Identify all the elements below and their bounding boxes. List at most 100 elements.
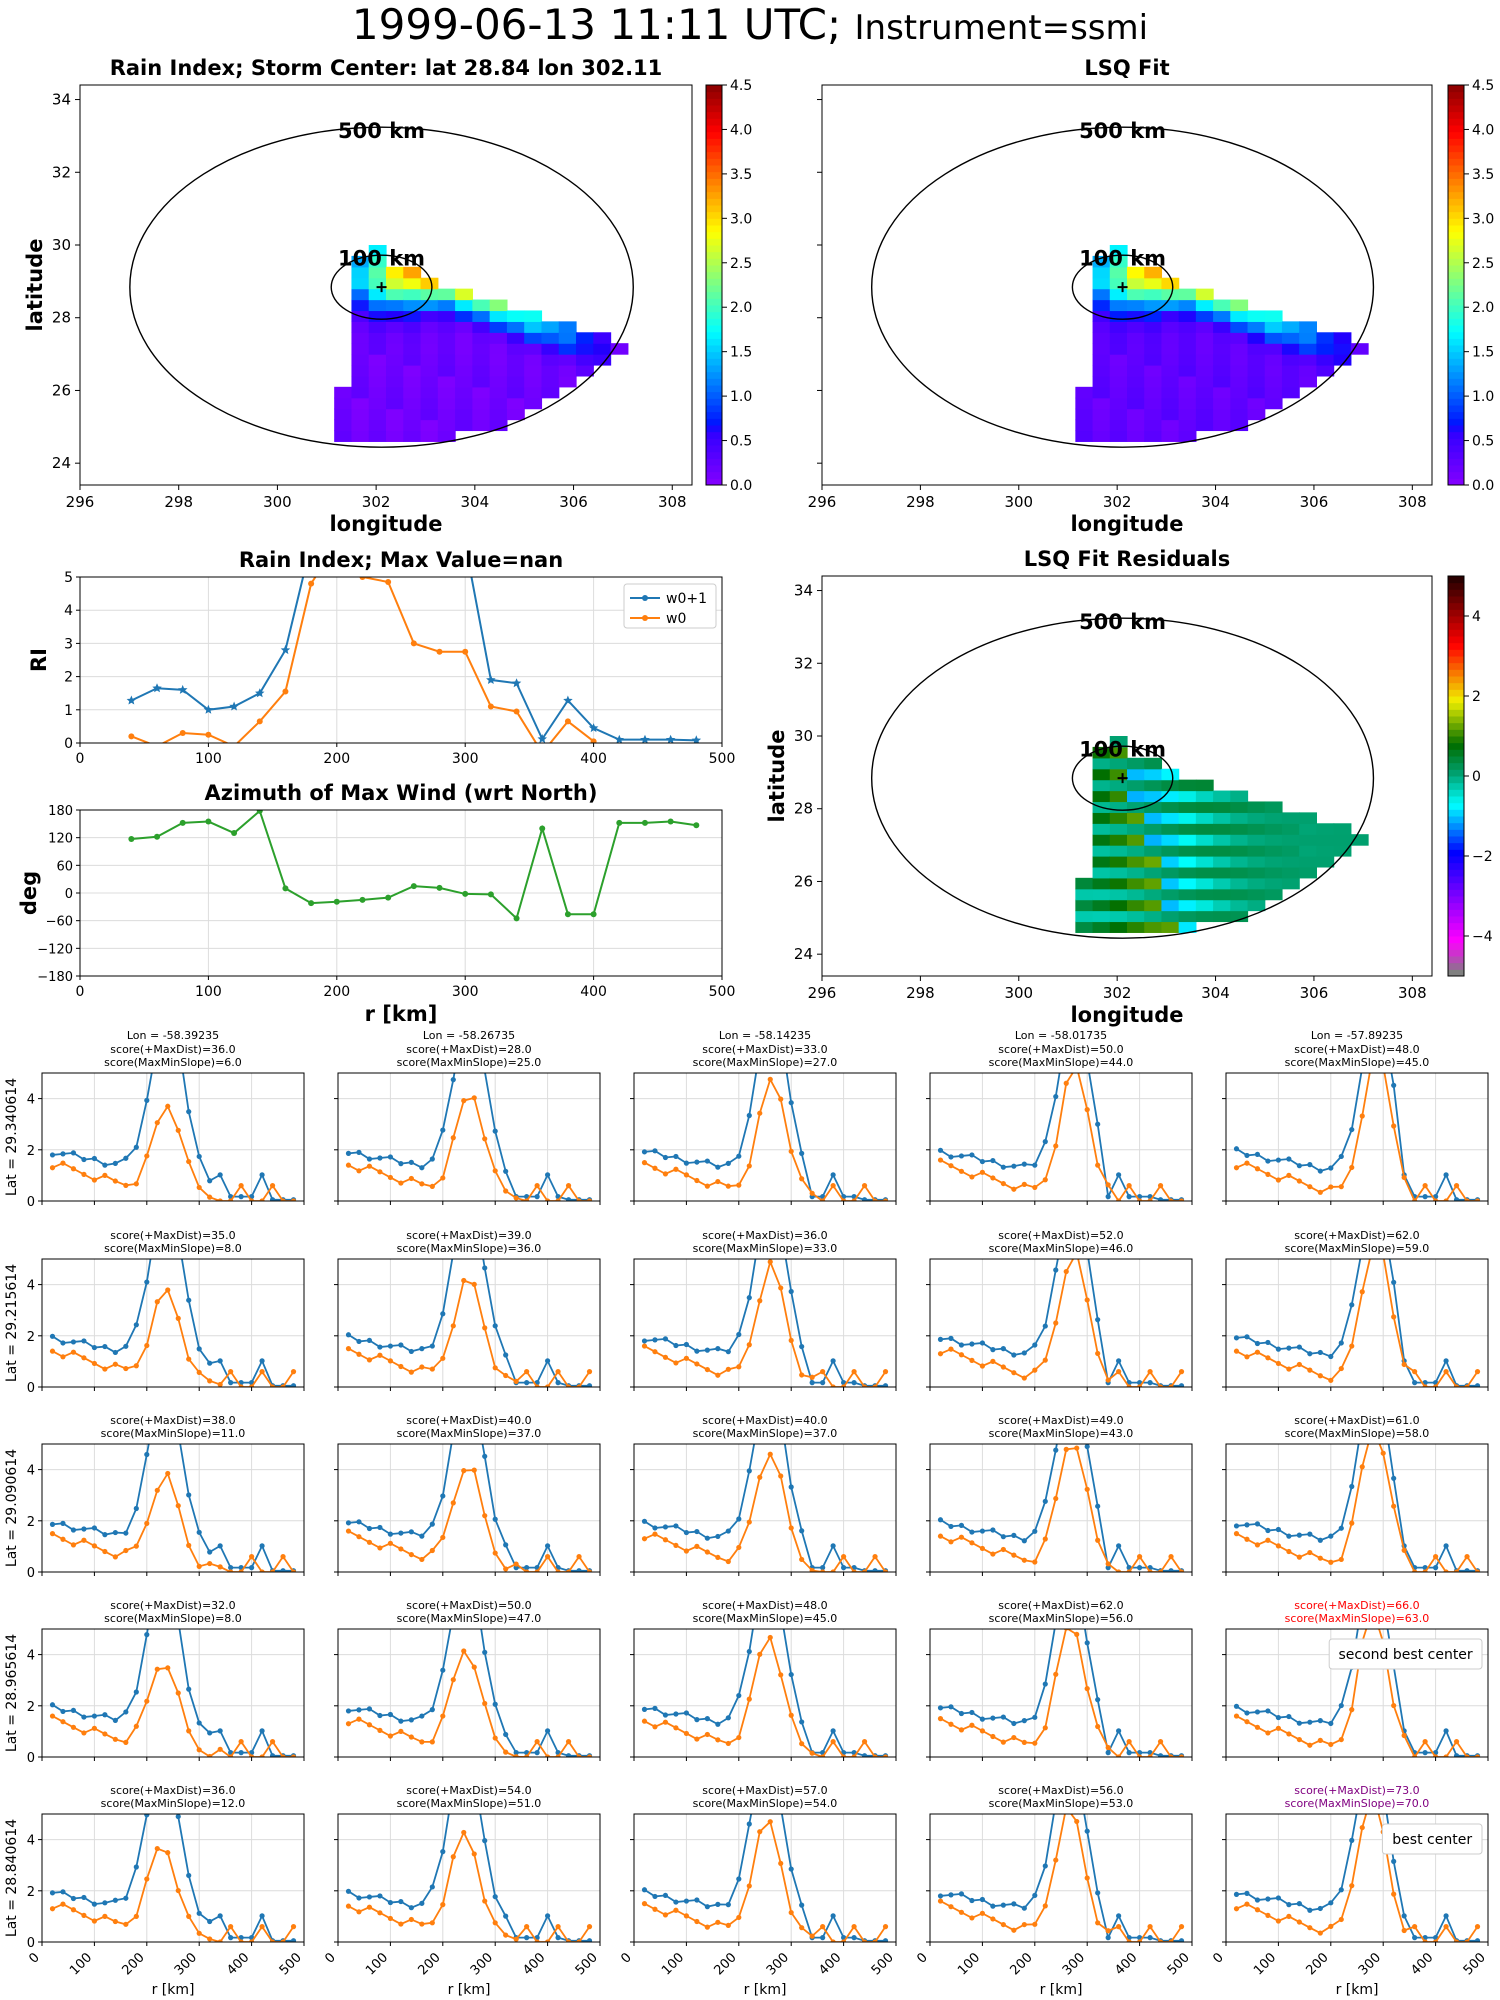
swath-cell	[1195, 801, 1214, 813]
series-point	[1286, 1366, 1292, 1372]
series-point	[1328, 1533, 1334, 1539]
series-point	[694, 1361, 700, 1367]
colorbar-step	[1448, 345, 1464, 353]
swath-cell	[1230, 375, 1249, 388]
swath-cell	[1161, 310, 1180, 322]
colorbar-step	[1448, 869, 1464, 877]
colorbar-step	[706, 185, 722, 193]
series-point	[694, 1348, 700, 1354]
series-point	[565, 1183, 572, 1189]
series-point	[1265, 1896, 1271, 1902]
series-point	[408, 1905, 414, 1911]
swath-cell	[1144, 397, 1163, 410]
x-tick-label: 500	[869, 1950, 897, 1978]
series-point	[1286, 1533, 1292, 1539]
swath-cell	[1281, 321, 1300, 333]
series-point	[419, 1739, 425, 1745]
series-point	[1443, 1358, 1449, 1364]
x-tick-label: 0	[618, 1950, 634, 1966]
series-point	[123, 1895, 129, 1901]
score-maxdist: score(+MaxDist)=62.0	[998, 1599, 1123, 1612]
swath-cell	[1109, 299, 1128, 312]
swath-cell	[1264, 343, 1283, 355]
colorbar-step	[706, 165, 722, 173]
swath-cell	[1264, 310, 1283, 322]
swath-cell	[1144, 845, 1163, 857]
series-point	[1147, 1754, 1153, 1757]
series-point	[1063, 1446, 1069, 1452]
swath-cell	[1230, 790, 1249, 803]
series-line	[1236, 1259, 1478, 1387]
swath-cell	[1299, 332, 1317, 344]
series-point	[345, 1162, 352, 1168]
colorbar-step	[1448, 298, 1464, 306]
y-tick-label: 0	[27, 1195, 35, 1210]
series-point	[186, 1686, 192, 1692]
series-point	[70, 1150, 77, 1156]
series-point	[1338, 1736, 1344, 1743]
swath-cell	[403, 310, 422, 322]
swath-cell	[558, 354, 577, 366]
series-point	[715, 1919, 721, 1925]
swath-cell	[351, 277, 370, 290]
series-line	[1236, 1073, 1478, 1201]
series-point	[969, 1341, 975, 1347]
series-point	[450, 1135, 456, 1141]
series-point	[662, 1154, 669, 1161]
series-point	[482, 1453, 488, 1459]
series-point	[217, 1728, 223, 1734]
series-point	[450, 1077, 456, 1083]
series-point	[429, 1739, 435, 1745]
swath-cell	[1247, 408, 1266, 421]
colorbar-step	[706, 151, 722, 159]
swath-cell	[1213, 365, 1231, 377]
swath-cell	[1161, 397, 1180, 410]
series-point	[377, 1352, 383, 1358]
series-point	[1116, 1369, 1122, 1375]
series-point	[482, 1700, 488, 1707]
swath-cell	[472, 299, 491, 312]
azimuth-chart: 0 100 200 300 400 500−180−120−60060120180Azim…	[17, 781, 735, 1026]
profile-panel: 0 100 200 300 400 500score(+MaxDist)=54.0scor…	[322, 1784, 600, 1998]
series-point	[1053, 1447, 1059, 1453]
series-point	[1265, 1527, 1271, 1534]
swath-cell	[1230, 408, 1249, 421]
series-point	[186, 1872, 192, 1879]
score-maxdist: score(+MaxDist)=49.0	[998, 1414, 1123, 1427]
series-point	[820, 1565, 826, 1571]
series-point	[555, 1569, 561, 1572]
series-point	[259, 1924, 265, 1930]
swath-cell	[1230, 332, 1249, 344]
series-point	[1244, 1719, 1250, 1725]
x-tick-label: 100	[955, 1950, 983, 1978]
series-point	[1349, 1883, 1355, 1889]
series-point	[757, 1298, 763, 1304]
swath-cell	[437, 397, 456, 410]
series-point	[1275, 1177, 1281, 1183]
plot-area	[641, 1259, 889, 1387]
colorbar-step	[1448, 756, 1464, 764]
series-point	[1391, 1123, 1397, 1129]
swath-cell	[1213, 299, 1231, 312]
series-point	[1157, 1384, 1164, 1387]
panel-xlabel: r [km]	[744, 1982, 787, 1998]
series-point	[616, 819, 623, 826]
swath-cell	[1127, 299, 1145, 312]
plot-area	[937, 1444, 1185, 1572]
series-point	[334, 541, 340, 547]
swath-cell	[420, 288, 439, 301]
series-point	[1000, 1902, 1006, 1908]
series-point	[704, 1347, 710, 1353]
colorbar-step	[706, 345, 722, 353]
series-point	[154, 1666, 160, 1672]
x-tick-label: 200	[711, 1950, 739, 1978]
swath-cell	[351, 266, 370, 279]
swath-cell	[1109, 310, 1128, 322]
series-point	[979, 1528, 986, 1534]
series-point	[112, 1918, 118, 1925]
colorbar-step	[1448, 411, 1464, 419]
map-title: LSQ Fit	[1084, 56, 1169, 80]
swath-cell	[1109, 888, 1128, 901]
series-point	[91, 1901, 97, 1907]
series-point	[1307, 1907, 1313, 1913]
